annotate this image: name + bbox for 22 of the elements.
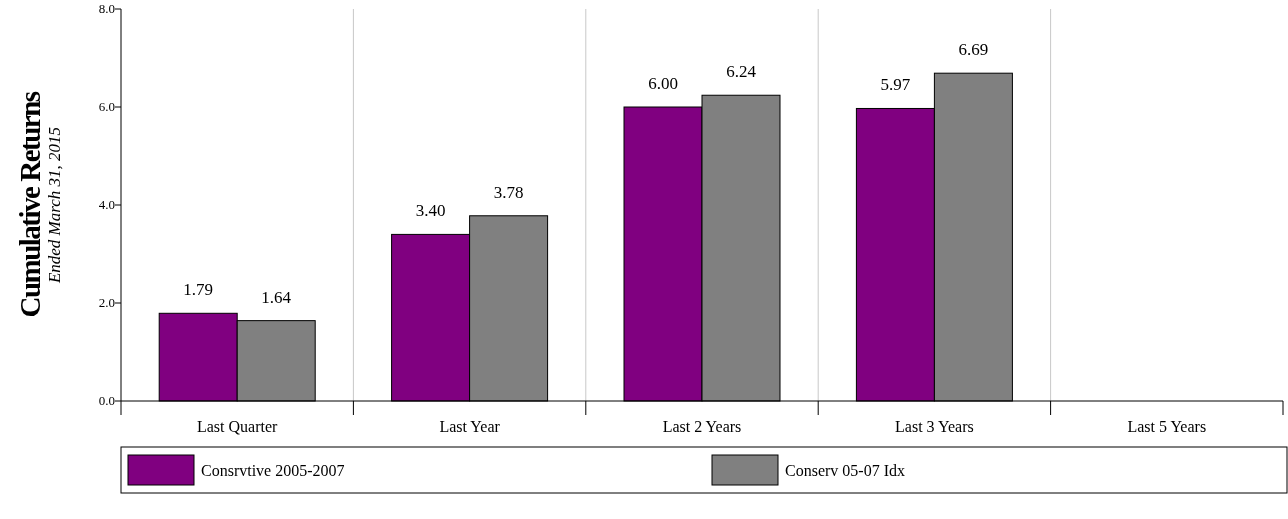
data-label: 6.69: [958, 40, 989, 60]
data-label: 5.97: [880, 75, 911, 95]
y-tick-label: 8.0: [98, 1, 115, 16]
data-label: 6.00: [648, 74, 678, 93]
x-tick-label: Last 3 Years: [895, 418, 974, 435]
y-tick-label: 0.0: [98, 393, 115, 408]
x-tick-label: Last 5 Years: [1127, 418, 1207, 435]
x-tick-label: Last Quarter: [197, 418, 279, 435]
data-label: 3.40: [415, 201, 446, 221]
legend-label: Conserv 05-07 Idx: [785, 462, 905, 479]
y-tick-label: 2.0: [98, 295, 115, 310]
x-tick-label: Last 2 Years: [662, 418, 742, 435]
legend-label: Consrvtive 2005-2007: [201, 462, 345, 479]
x-tick-label: Last Year: [439, 418, 501, 435]
data-label: 6.24: [726, 62, 757, 82]
text: Ended March 31, 2015: [45, 126, 64, 285]
y-tick-label: 4.0: [98, 197, 115, 212]
y-tick-label: 6.0: [98, 99, 115, 114]
y-axis-title: Cumulative Returns: [14, 91, 46, 318]
data-label: 1.64: [261, 287, 292, 307]
data-label: 3.78: [493, 182, 524, 202]
data-label: 1.79: [183, 280, 214, 300]
